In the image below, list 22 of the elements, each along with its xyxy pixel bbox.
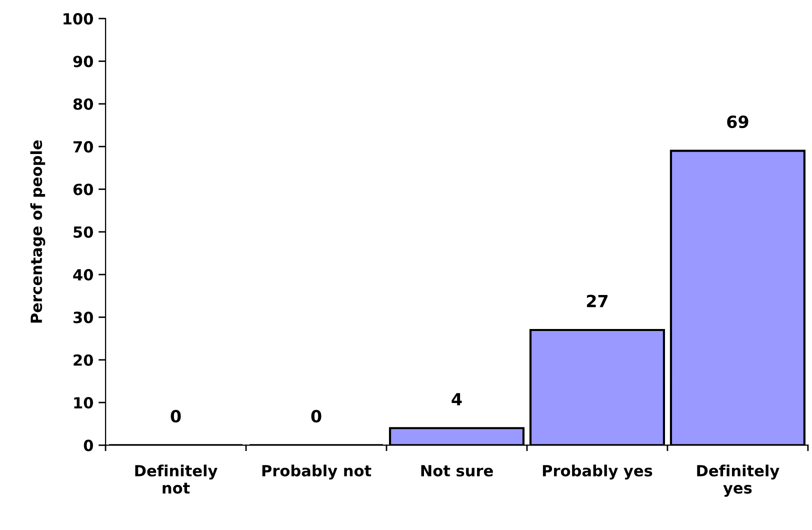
y-tick-label: 30 <box>74 312 94 324</box>
data-label: 0 <box>170 410 181 423</box>
y-tick-label: 50 <box>74 226 94 238</box>
y-tick-label: 0 <box>84 440 94 452</box>
x-tick-label: Not sure <box>421 465 493 476</box>
y-tick-label: 100 <box>64 13 94 25</box>
data-label: 4 <box>452 393 462 406</box>
y-tick-label: 10 <box>74 397 94 409</box>
y-tick-label: 60 <box>73 184 94 196</box>
x-tick-label: Probably yes <box>542 464 652 480</box>
data-label: 69 <box>727 116 748 128</box>
x-tick-label: Probably not <box>262 464 372 480</box>
x-tick-label: Definitely not <box>135 464 218 494</box>
y-tick-label: 40 <box>73 269 94 281</box>
y-tick-label: 90 <box>73 56 94 68</box>
data-label: 0 <box>311 410 322 423</box>
y-tick-label: 80 <box>73 98 94 110</box>
y-axis-title: Percentage of people <box>30 140 46 323</box>
y-tick-label: 20 <box>74 354 94 366</box>
data-label: 27 <box>586 294 608 308</box>
x-tick-label: Definitely yes <box>697 464 780 497</box>
y-tick-label: 70 <box>74 141 94 153</box>
